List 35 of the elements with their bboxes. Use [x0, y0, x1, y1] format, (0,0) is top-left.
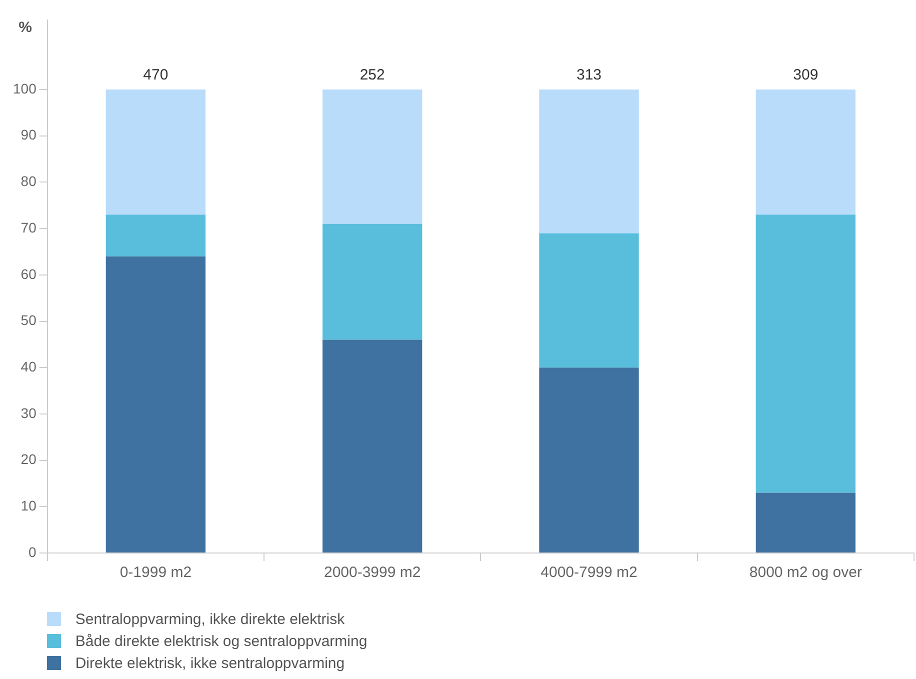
y-tick-label: 90 — [20, 126, 37, 143]
bar — [539, 233, 639, 368]
y-tick-label: 30 — [20, 404, 37, 421]
y-tick-label: 80 — [20, 173, 37, 190]
legend-label: Sentraloppvarming, ikke direkte elektrisk — [75, 610, 345, 628]
bar — [756, 90, 856, 215]
legend-label: Både direkte elektrisk og sentraloppvarming — [75, 632, 368, 650]
annotation: 470 — [143, 66, 168, 84]
legend-label: Direkte elektrisk, ikke sentraloppvarming — [75, 654, 345, 672]
y-axis-title: % — [18, 19, 32, 36]
y-tick-label: 20 — [20, 451, 37, 468]
bar — [322, 340, 422, 552]
bar — [106, 214, 206, 256]
y-tick-label: 50 — [20, 312, 37, 328]
y-tick-label: 60 — [20, 266, 37, 282]
x-tick-label: 2000-3999 m2 — [324, 564, 421, 582]
x-tick-label: 4000-7999 m2 — [540, 564, 638, 582]
y-tick-label: 10 — [20, 498, 37, 514]
y-tick-label: 0 — [28, 544, 37, 560]
annotation: 313 — [576, 66, 602, 84]
bar — [106, 90, 206, 215]
bar — [539, 368, 639, 552]
annotation: 309 — [793, 66, 818, 84]
bar — [756, 492, 856, 552]
annotation: 252 — [360, 66, 385, 84]
x-tick-label: 0-1999 m2 — [120, 564, 192, 582]
bar — [106, 256, 206, 552]
bar — [322, 224, 422, 340]
y-tick-label: 100 — [13, 80, 37, 96]
y-tick-label: 70 — [20, 219, 37, 236]
bar — [756, 214, 856, 493]
bar — [539, 90, 639, 234]
bar — [322, 90, 422, 224]
x-tick-label: 8000 m2 og over — [749, 564, 862, 582]
y-tick-label: 40 — [20, 358, 37, 374]
